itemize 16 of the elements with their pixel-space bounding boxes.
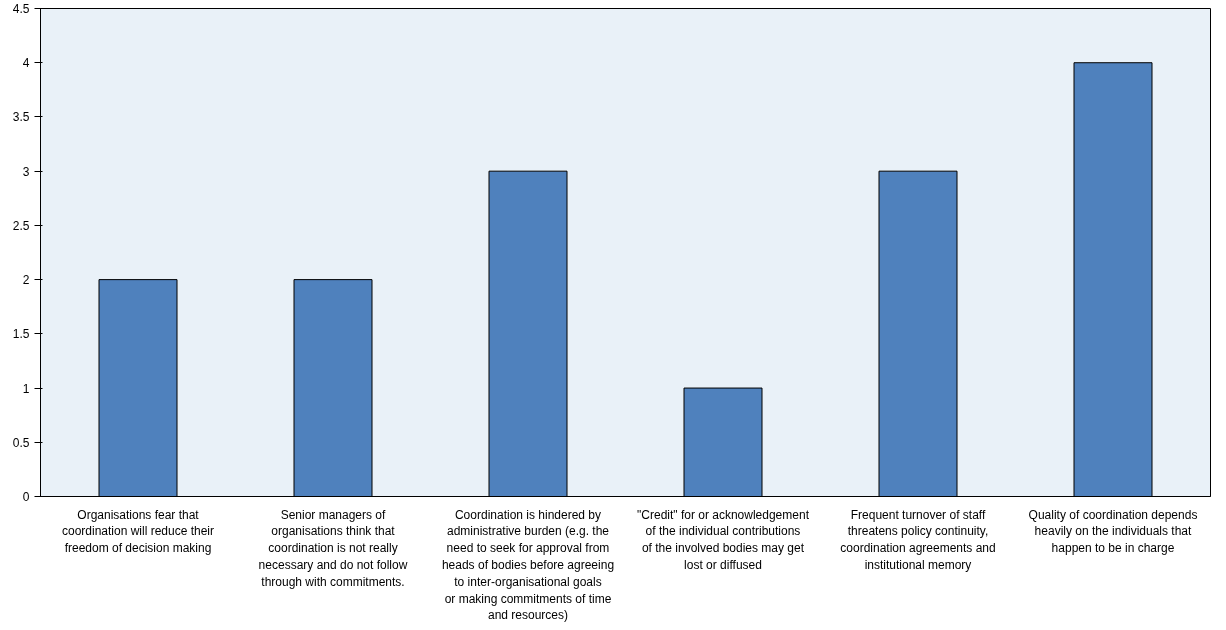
y-tick-label: 2 bbox=[22, 273, 30, 288]
y-tick-label: 3 bbox=[22, 164, 30, 179]
y-tick-label: 1 bbox=[22, 381, 30, 396]
y-tick-label: 0.5 bbox=[12, 435, 30, 450]
x-tick-label: Senior managers of organisations think that coordination is not really necessary and do not follow through with commitments. bbox=[258, 507, 408, 589]
x-tick-label: Quality of coordination depends heavily on the individuals that happen to be in charge bbox=[1028, 507, 1198, 556]
x-tick-label: Organisations fear that coordination will reduce their freedom of decision making bbox=[61, 507, 215, 556]
y-tick-label: 1.5 bbox=[12, 327, 30, 342]
y-tick-label: 0 bbox=[22, 490, 30, 504]
y-tick-label: 4.5 bbox=[12, 2, 30, 16]
x-tick-label: Frequent turnover of staff threatens policy continuity, coordination agreements and institutional memory bbox=[840, 507, 996, 572]
y-tick-label: 2.5 bbox=[12, 218, 30, 233]
y-tick-label: 4 bbox=[22, 56, 30, 71]
x-tick-label: "Credit" for or acknowledgement of the individual contributions of the involved bodies may get lost or diffused bbox=[637, 507, 810, 572]
x-tick-label: Coordination is hindered by administrative burden (e.g. the need to seek for approval from heads of bodies before agreeing to inter-organisational goals or making commitments of time and resources) bbox=[441, 507, 615, 623]
y-tick-label: 3.5 bbox=[12, 110, 30, 125]
